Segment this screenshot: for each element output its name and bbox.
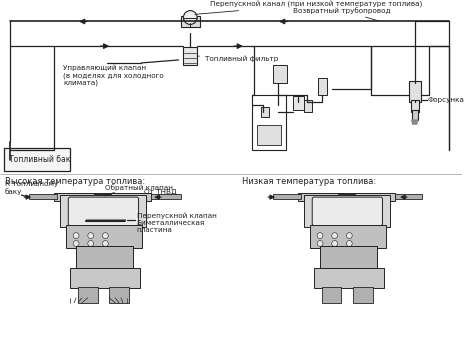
Bar [320, 246, 377, 270]
Text: К топливному
баку: К топливному баку [5, 181, 58, 195]
Text: Форсунка: Форсунка [428, 97, 464, 104]
Bar [4, 148, 70, 171]
Bar [181, 16, 200, 27]
Text: Перепускной канал (при низкой температуре топлива): Перепускной канал (при низкой температур… [195, 1, 422, 14]
Bar [78, 287, 98, 303]
Bar [256, 125, 281, 145]
Polygon shape [412, 120, 418, 124]
Circle shape [332, 241, 337, 246]
Bar [318, 78, 327, 95]
Circle shape [73, 241, 79, 246]
FancyBboxPatch shape [68, 197, 138, 226]
Bar [151, 194, 181, 199]
Text: Управляющий клапан
(в моделях для холодного
климата): Управляющий клапан (в моделях для холодн… [64, 65, 164, 86]
Bar [322, 287, 341, 303]
Bar [109, 287, 129, 303]
Text: Низкая температура топлива:: Низкая температура топлива: [242, 177, 376, 186]
Circle shape [102, 233, 108, 238]
Text: Возвратный трубопровод: Возвратный трубопровод [293, 7, 390, 21]
Bar [262, 107, 269, 117]
Bar [395, 194, 422, 199]
Text: От ТНВД: От ТНВД [145, 189, 177, 195]
Bar [310, 225, 386, 248]
Bar [314, 268, 384, 288]
Bar [293, 96, 304, 110]
Text: Высокая температура топлива:: Высокая температура топлива: [5, 177, 145, 186]
Circle shape [183, 11, 197, 24]
Bar [61, 195, 146, 227]
Bar [298, 193, 395, 201]
Bar [412, 110, 418, 120]
Bar [66, 225, 143, 248]
Bar [252, 95, 286, 150]
Bar [94, 193, 111, 201]
Bar [29, 194, 56, 199]
Bar [76, 246, 133, 270]
Circle shape [317, 241, 323, 246]
Bar [273, 194, 301, 199]
Bar [273, 65, 287, 83]
Circle shape [73, 233, 79, 238]
Bar [304, 195, 390, 227]
Text: Биметаллическая
пластина: Биметаллическая пластина [137, 220, 205, 233]
Bar [411, 100, 419, 112]
Circle shape [88, 241, 94, 246]
Bar [304, 100, 312, 112]
Bar [54, 193, 151, 201]
Bar [70, 268, 140, 288]
FancyBboxPatch shape [312, 197, 383, 226]
Circle shape [317, 233, 323, 238]
Bar [353, 287, 373, 303]
Circle shape [102, 241, 108, 246]
Bar [409, 81, 420, 102]
Text: Топливный бак: Топливный бак [9, 155, 70, 164]
Circle shape [332, 233, 337, 238]
Text: Топливный фильтр: Топливный фильтр [197, 56, 278, 62]
Text: Перепускной клапан: Перепускной клапан [137, 213, 217, 220]
Circle shape [346, 241, 352, 246]
Circle shape [346, 233, 352, 238]
Circle shape [88, 233, 94, 238]
Text: Обратный клапан: Обратный клапан [105, 184, 173, 191]
Bar [337, 193, 355, 201]
Bar [183, 47, 197, 65]
